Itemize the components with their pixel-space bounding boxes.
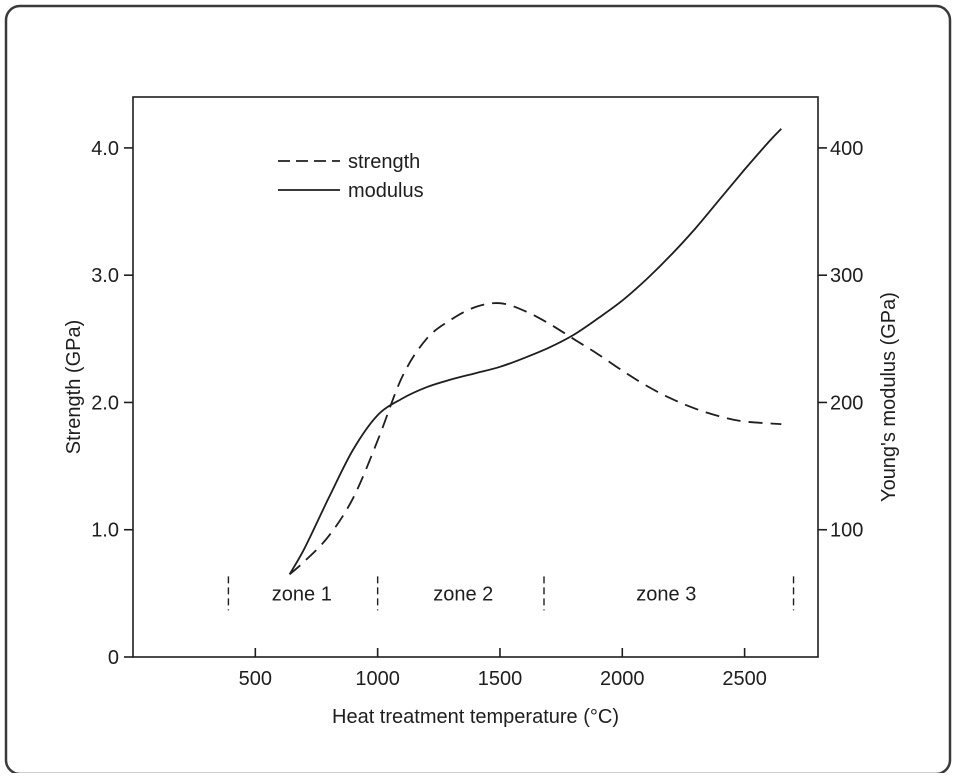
y-tick-label: 4.0 bbox=[91, 138, 119, 160]
y2-tick-label: 400 bbox=[830, 138, 863, 160]
zone-label: zone 3 bbox=[636, 583, 696, 605]
x-tick-label: 2000 bbox=[600, 668, 645, 690]
legend-label-strength: strength bbox=[348, 151, 420, 173]
x-tick-label: 1500 bbox=[478, 668, 523, 690]
x-tick-label: 1000 bbox=[355, 668, 400, 690]
y2-axis-title: Young's modulus (GPa) bbox=[878, 292, 900, 502]
y-axis-title: Strength (GPa) bbox=[63, 320, 85, 455]
y2-tick-label: 300 bbox=[830, 265, 863, 287]
x-tick-label: 2500 bbox=[722, 668, 767, 690]
y-tick-label: 1.0 bbox=[91, 520, 119, 542]
y2-tick-label: 100 bbox=[830, 520, 863, 542]
legend-label-modulus: modulus bbox=[348, 180, 424, 202]
zone-label: zone 2 bbox=[433, 583, 493, 605]
series-line-modulus bbox=[288, 128, 782, 575]
y2-tick-label: 200 bbox=[830, 392, 863, 414]
figure-frame bbox=[4, 4, 952, 776]
x-axis-title: Heat treatment temperature (°C) bbox=[332, 706, 619, 728]
series-line-strength bbox=[289, 302, 782, 575]
y-tick-label: 2.0 bbox=[91, 392, 119, 414]
x-tick-label: 500 bbox=[239, 668, 272, 690]
plot-area-border bbox=[132, 96, 819, 658]
y-tick-label: 0 bbox=[108, 647, 119, 669]
y-tick-label: 3.0 bbox=[91, 265, 119, 287]
zone-label: zone 1 bbox=[272, 583, 332, 605]
